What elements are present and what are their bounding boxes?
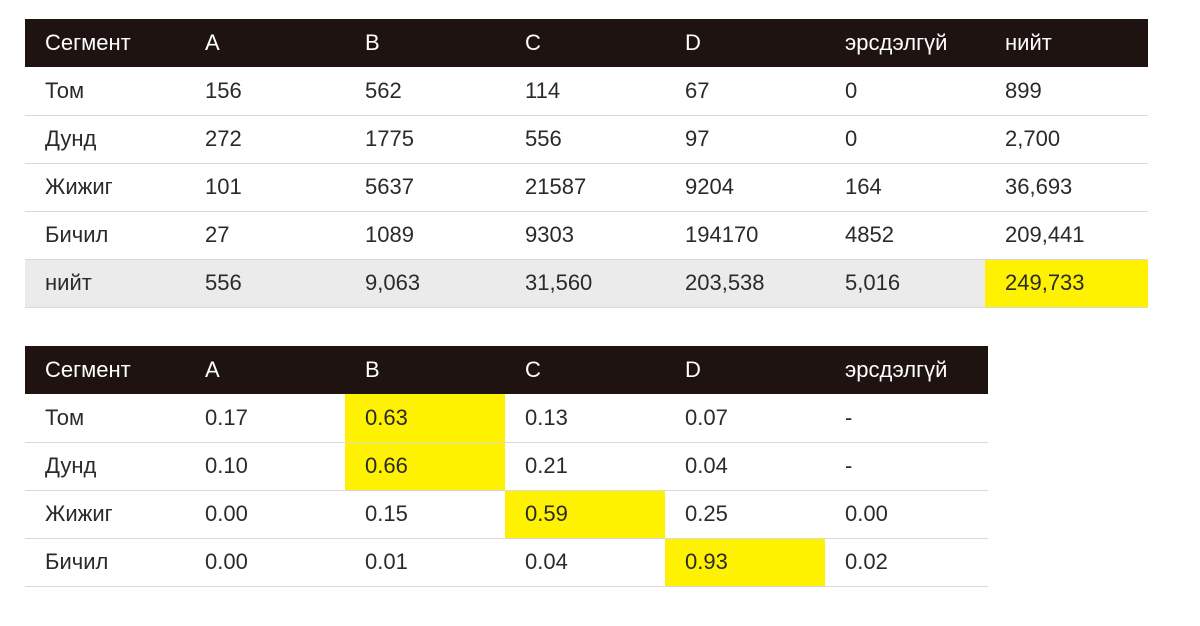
table-cell: 556 (505, 115, 665, 164)
table-cell: 0.00 (185, 538, 345, 587)
table-cell: Бичил (25, 538, 185, 587)
table-cell: 5637 (345, 163, 505, 212)
table-cell: Том (25, 394, 185, 443)
segment-count-table: Сегмент A B C D эрсдэлгүй нийт Том 156 5… (25, 19, 1148, 308)
table-row: Дунд 272 1775 556 97 0 2,700 (25, 115, 1148, 164)
table-cell: 9,063 (345, 259, 505, 308)
table-header-row: Сегмент A B C D эрсдэлгүй нийт (25, 19, 1148, 67)
table-cell: 31,560 (505, 259, 665, 308)
header-cell-riskless: эрсдэлгүй (845, 30, 948, 55)
header-cell-a: A (205, 357, 220, 382)
table-cell: 272 (185, 115, 345, 164)
table-cell: 0.04 (505, 538, 665, 587)
table-cell: 164 (825, 163, 985, 212)
table-cell: - (825, 442, 988, 491)
table-cell: 194170 (665, 211, 825, 260)
table-cell: Дунд (25, 442, 185, 491)
table-row: Дунд 0.10 0.66 0.21 0.04 - (25, 442, 988, 491)
table-header-row: Сегмент A B C D эрсдэлгүй (25, 346, 988, 394)
header-cell-b: B (365, 30, 380, 55)
table-cell: 2,700 (985, 115, 1148, 164)
table-cell: 899 (985, 67, 1148, 116)
highlighted-total-cell: 249,733 (985, 259, 1148, 308)
table-cell: 0.00 (825, 490, 988, 539)
table-cell: 101 (185, 163, 345, 212)
table-cell: 0.07 (665, 394, 825, 443)
table-cell: 9303 (505, 211, 665, 260)
table-cell: Дунд (25, 115, 185, 164)
table-row: Бичил 27 1089 9303 194170 4852 209,441 (25, 211, 1148, 260)
table-cell: 4852 (825, 211, 985, 260)
table-cell: 209,441 (985, 211, 1148, 260)
segment-ratio-table: Сегмент A B C D эрсдэлгүй Том 0.17 0.63 … (25, 346, 988, 587)
header-cell-b: B (365, 357, 380, 382)
table-cell: 556 (185, 259, 345, 308)
table-cell: 0.00 (185, 490, 345, 539)
header-cell-segment: Сегмент (45, 357, 131, 382)
table-cell: 27 (185, 211, 345, 260)
header-cell-riskless: эрсдэлгүй (845, 357, 948, 382)
table-cell: 114 (505, 67, 665, 116)
table-cell: 1775 (345, 115, 505, 164)
table-cell: 5,016 (825, 259, 985, 308)
header-cell-d: D (685, 30, 701, 55)
table-cell: 0.15 (345, 490, 505, 539)
table-cell: 36,693 (985, 163, 1148, 212)
table-cell: 0 (825, 67, 985, 116)
table-cell: 67 (665, 67, 825, 116)
table-cell: 156 (185, 67, 345, 116)
table-cell: 203,538 (665, 259, 825, 308)
table-cell: 9204 (665, 163, 825, 212)
table-cell: Жижиг (25, 163, 185, 212)
highlighted-cell: 0.59 (505, 490, 665, 539)
total-row: нийт 556 9,063 31,560 203,538 5,016 249,… (25, 259, 1148, 308)
table-cell: 0.01 (345, 538, 505, 587)
highlighted-cell: 0.66 (345, 442, 505, 491)
table-cell: 0.13 (505, 394, 665, 443)
highlighted-cell: 0.63 (345, 394, 505, 443)
header-cell-total: нийт (1005, 30, 1052, 55)
table-cell: 21587 (505, 163, 665, 212)
table-cell: Жижиг (25, 490, 185, 539)
table-cell: 0.25 (665, 490, 825, 539)
table-row: Том 0.17 0.63 0.13 0.07 - (25, 394, 988, 443)
table-cell: 0.04 (665, 442, 825, 491)
table-cell: 0.10 (185, 442, 345, 491)
table-cell: 0.02 (825, 538, 988, 587)
table-cell: 1089 (345, 211, 505, 260)
table-row: Жижиг 0.00 0.15 0.59 0.25 0.00 (25, 490, 988, 539)
header-cell-segment: Сегмент (45, 30, 131, 55)
table-cell: 0.17 (185, 394, 345, 443)
table-row: Том 156 562 114 67 0 899 (25, 67, 1148, 116)
table-cell: Том (25, 67, 185, 116)
table-row: Бичил 0.00 0.01 0.04 0.93 0.02 (25, 538, 988, 587)
table-row: Жижиг 101 5637 21587 9204 164 36,693 (25, 163, 1148, 212)
table-cell: 0 (825, 115, 985, 164)
header-cell-d: D (685, 357, 701, 382)
table-cell: 97 (665, 115, 825, 164)
table-cell: 0.21 (505, 442, 665, 491)
header-cell-a: A (205, 30, 220, 55)
header-cell-c: C (525, 30, 541, 55)
table-cell: - (825, 394, 988, 443)
table-cell: нийт (25, 259, 185, 308)
header-cell-c: C (525, 357, 541, 382)
table-cell: Бичил (25, 211, 185, 260)
table-cell: 562 (345, 67, 505, 116)
highlighted-cell: 0.93 (665, 538, 825, 587)
